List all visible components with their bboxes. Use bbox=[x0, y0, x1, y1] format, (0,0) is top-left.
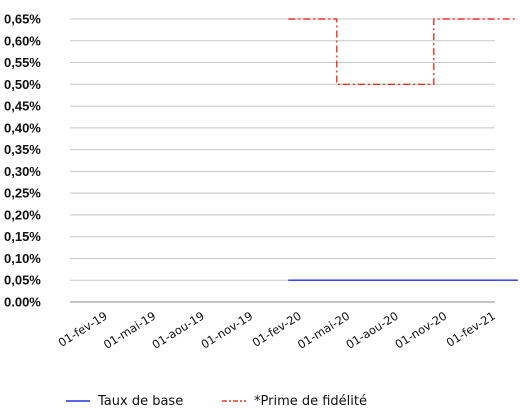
y-tick-label: 0,45% bbox=[4, 99, 41, 114]
y-tick-label: 0,40% bbox=[4, 120, 41, 135]
y-tick-label: 0,55% bbox=[4, 55, 41, 70]
y-tick-label: 0,50% bbox=[4, 77, 41, 92]
y-tick-label: 0.00% bbox=[4, 295, 41, 310]
y-tick-label: 0,15% bbox=[4, 229, 41, 244]
y-tick-label: 0,20% bbox=[4, 207, 41, 222]
legend: Taux de base *Prime de fidélité bbox=[66, 394, 367, 409]
y-tick-label: 0,05% bbox=[4, 273, 41, 288]
series-line bbox=[288, 18, 518, 86]
y-tick-label: 0,10% bbox=[4, 251, 41, 266]
legend-label: *Prime de fidélité bbox=[254, 394, 367, 409]
y-tick-label: 0,60% bbox=[4, 33, 41, 48]
y-tick-label: 0,30% bbox=[4, 164, 41, 179]
series-lines bbox=[288, 18, 518, 281]
y-tick-label: 0,25% bbox=[4, 186, 41, 201]
y-axis-ticks: 0.00% 0,05% 0,10% 0,15% 0,20% 0,25% 0,30% 0,35%… bbox=[4, 12, 41, 310]
y-tick-label: 0,35% bbox=[4, 142, 41, 157]
legend-label: Taux de base bbox=[97, 394, 183, 409]
y-tick-label: 0,65% bbox=[4, 12, 41, 27]
